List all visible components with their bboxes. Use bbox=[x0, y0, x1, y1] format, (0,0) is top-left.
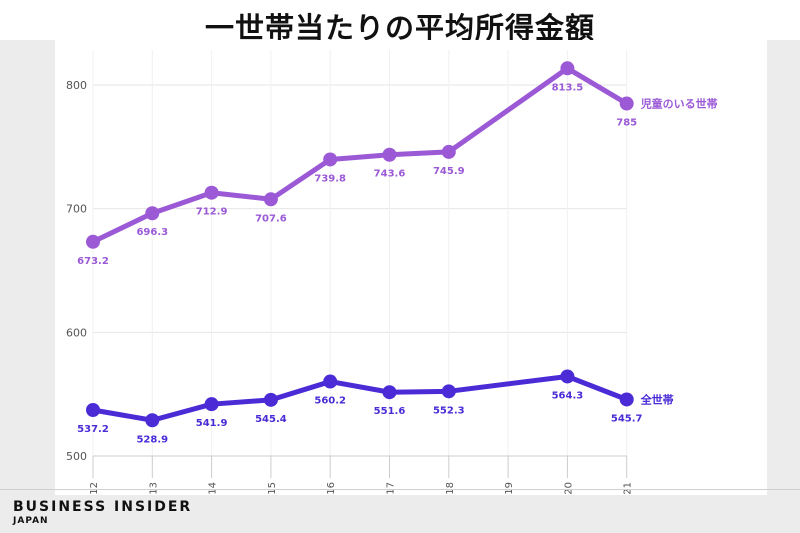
y-tick-label: 600 bbox=[66, 326, 87, 339]
data-label: 813.5 bbox=[552, 82, 584, 93]
data-label: 541.9 bbox=[196, 418, 228, 429]
footer: BUSINESS INSIDER JAPAN bbox=[0, 489, 800, 533]
data-label: 560.2 bbox=[314, 396, 346, 407]
x-tick-label: 2021 bbox=[623, 482, 634, 495]
x-tick-label: 2018 bbox=[445, 482, 456, 495]
x-tick-label: 2020 bbox=[563, 482, 574, 495]
footer-divider bbox=[0, 489, 800, 490]
series-line-all-households bbox=[90, 373, 630, 423]
x-tick-label: 2016 bbox=[326, 482, 337, 495]
data-point bbox=[145, 206, 160, 221]
x-tick-label: 2014 bbox=[208, 482, 219, 495]
data-point bbox=[619, 96, 634, 111]
title-band bbox=[0, 0, 800, 40]
x-tick-label: 2012 bbox=[89, 482, 100, 495]
data-label: 552.3 bbox=[433, 405, 465, 416]
data-point bbox=[323, 374, 338, 389]
data-label: 707.6 bbox=[255, 213, 287, 224]
data-point bbox=[86, 234, 100, 249]
data-point bbox=[145, 413, 160, 428]
data-label: 743.6 bbox=[374, 169, 406, 180]
data-label: 785 bbox=[616, 118, 637, 129]
data-label: 545.4 bbox=[255, 414, 287, 425]
data-point bbox=[441, 384, 456, 399]
data-point bbox=[204, 397, 219, 412]
data-label: 712.9 bbox=[196, 207, 228, 218]
data-point bbox=[560, 369, 575, 384]
series-name-label: 児童のいる世帯 bbox=[640, 97, 718, 111]
brand-sub: JAPAN bbox=[13, 516, 49, 526]
x-tick-label: 2017 bbox=[386, 482, 397, 495]
data-point bbox=[560, 61, 575, 76]
data-label: 564.3 bbox=[552, 390, 584, 401]
series-name-label: 全世帯 bbox=[640, 392, 674, 406]
data-point bbox=[382, 147, 397, 162]
data-label: 739.8 bbox=[314, 173, 346, 184]
brand-logo: BUSINESS INSIDER bbox=[13, 499, 193, 515]
data-point bbox=[86, 402, 100, 417]
line-chart: 500 600 700 800 2012 2013 2014 2015 2016 2017 2018… bbox=[66, 50, 718, 495]
data-label: 551.6 bbox=[374, 406, 406, 417]
data-point bbox=[263, 192, 278, 207]
chart-title: 一世帯当たりの平均所得金額 bbox=[204, 11, 595, 45]
x-tick-label: 2019 bbox=[504, 482, 515, 495]
series-line-households-with-children bbox=[90, 65, 630, 245]
data-point bbox=[263, 392, 278, 407]
data-label: 537.2 bbox=[77, 424, 109, 435]
data-point bbox=[619, 392, 634, 407]
y-tick-label: 800 bbox=[66, 79, 87, 92]
data-point bbox=[441, 144, 456, 159]
chart-panel: 500 600 700 800 2012 2013 2014 2015 2016 2017 2018… bbox=[55, 40, 767, 495]
y-tick-label: 500 bbox=[66, 450, 87, 463]
x-tick-label: 2013 bbox=[148, 482, 159, 495]
x-tick-label: 2015 bbox=[267, 482, 278, 495]
data-label: 528.9 bbox=[136, 434, 168, 445]
data-point bbox=[204, 185, 219, 200]
data-point bbox=[323, 152, 338, 167]
data-label: 673.2 bbox=[77, 256, 109, 267]
data-label: 545.7 bbox=[611, 413, 643, 424]
data-label: 745.9 bbox=[433, 166, 465, 177]
y-tick-label: 700 bbox=[66, 203, 87, 216]
data-label: 696.3 bbox=[136, 227, 168, 238]
data-point bbox=[382, 385, 397, 400]
